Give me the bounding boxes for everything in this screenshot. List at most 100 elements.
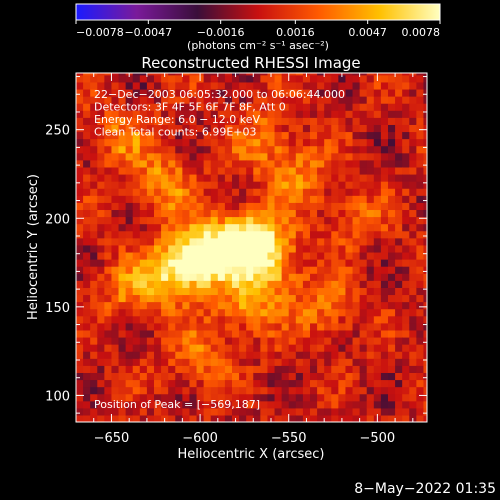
heatmap-cell: [232, 372, 240, 381]
heatmap-cell: [402, 202, 410, 211]
heatmap-cell: [317, 329, 325, 338]
heatmap-cell: [288, 414, 297, 422]
heatmap-cell: [139, 287, 148, 296]
heatmap-cell: [310, 344, 318, 352]
heatmap-cell: [402, 315, 410, 324]
heatmap-cell: [76, 209, 84, 218]
heatmap-cell: [232, 103, 240, 111]
heatmap-cell: [224, 358, 233, 366]
heatmap-cell: [224, 124, 233, 133]
heatmap-cell: [380, 294, 389, 303]
heatmap-cell: [189, 294, 198, 303]
heatmap-cell: [359, 322, 368, 331]
heatmap-cell: [146, 244, 155, 253]
heatmap-cell: [203, 294, 212, 303]
heatmap-cell: [132, 202, 141, 211]
heatmap-cell: [168, 96, 176, 104]
heatmap-cell: [97, 308, 105, 317]
heatmap-cell: [76, 159, 84, 168]
heatmap-cell: [83, 216, 91, 225]
colorbar: −0.0078 −0.0047 −0.0016 0.0016 0.0047 0.0078 …: [75, 3, 441, 52]
heatmap-cell: [317, 223, 325, 232]
heatmap-cell: [161, 131, 169, 140]
heatmap-cell: [324, 358, 332, 366]
heatmap-cell: [210, 181, 219, 189]
heatmap-cell: [239, 237, 247, 246]
heatmap-cell: [395, 88, 403, 97]
heatmap-cell: [239, 251, 247, 260]
heatmap-cell: [423, 393, 427, 402]
heatmap-cell: [189, 216, 198, 225]
heatmap-cell: [90, 131, 98, 140]
heatmap-cell: [324, 145, 332, 154]
heatmap-cell: [373, 358, 382, 366]
heatmap-cell: [196, 88, 205, 97]
heatmap-cell: [175, 407, 183, 416]
heatmap-cell: [388, 287, 396, 296]
heatmap-cell: [189, 358, 198, 366]
heatmap-cell: [90, 138, 98, 147]
heatmap-cell: [246, 414, 254, 422]
heatmap-cell: [189, 280, 198, 288]
heatmap-cell: [83, 400, 91, 409]
heatmap-cell: [189, 266, 198, 274]
heatmap-cell: [182, 138, 191, 147]
heatmap-cell: [380, 110, 389, 118]
heatmap-cell: [388, 74, 396, 83]
heatmap-cell: [97, 315, 105, 324]
heatmap-cell: [146, 351, 155, 359]
heatmap-cell: [253, 329, 261, 338]
heatmap-cell: [246, 336, 254, 345]
heatmap-cell: [380, 407, 389, 416]
heatmap-cell: [83, 88, 91, 97]
heatmap-cell: [154, 393, 162, 402]
heatmap-cell: [118, 251, 127, 260]
heatmap-cell: [281, 152, 290, 161]
heatmap-cell: [388, 88, 396, 97]
heatmap-cell: [402, 287, 410, 296]
heatmap-cell: [217, 315, 226, 324]
heatmap-cell: [239, 386, 247, 395]
heatmap-cell: [154, 379, 162, 388]
heatmap-cell: [338, 166, 347, 175]
heatmap-cell: [83, 336, 91, 345]
heatmap-cell: [288, 244, 297, 253]
heatmap-cell: [118, 138, 127, 147]
y-tick-label: 200: [45, 212, 70, 227]
heatmap-cell: [139, 181, 148, 189]
heatmap-cell: [317, 358, 325, 366]
heatmap-cell: [345, 173, 354, 182]
heatmap-cell: [196, 152, 205, 161]
heatmap-cell: [224, 287, 233, 296]
heatmap-cell: [388, 152, 396, 161]
heatmap-cell: [217, 280, 226, 288]
heatmap-cell: [338, 400, 347, 409]
heatmap-cell: [182, 244, 191, 253]
heatmap-cell: [352, 386, 361, 395]
heatmap-cell: [345, 103, 354, 111]
heatmap-cell: [139, 393, 148, 402]
heatmap-cell: [97, 181, 105, 189]
heatmap-cell: [161, 351, 169, 359]
heatmap-cell: [154, 216, 162, 225]
heatmap-cell: [168, 251, 176, 260]
heatmap-cell: [274, 195, 283, 203]
heatmap-cell: [232, 336, 240, 345]
heatmap-cell: [281, 110, 290, 118]
heatmap-cell: [90, 301, 98, 310]
heatmap-cell: [373, 393, 382, 402]
heatmap-cell: [253, 407, 261, 416]
heatmap-cell: [224, 308, 233, 317]
heatmap-cell: [388, 110, 396, 118]
heatmap-cell: [182, 301, 191, 310]
heatmap-cell: [395, 110, 403, 118]
heatmap-cell: [388, 145, 396, 154]
heatmap-cell: [373, 266, 382, 274]
heatmap-cell: [125, 308, 134, 317]
heatmap-cell: [267, 110, 276, 118]
heatmap-cell: [338, 103, 347, 111]
heatmap-cell: [90, 308, 98, 317]
heatmap-cell: [232, 280, 240, 288]
heatmap-cell: [232, 315, 240, 324]
heatmap-cell: [139, 365, 148, 373]
